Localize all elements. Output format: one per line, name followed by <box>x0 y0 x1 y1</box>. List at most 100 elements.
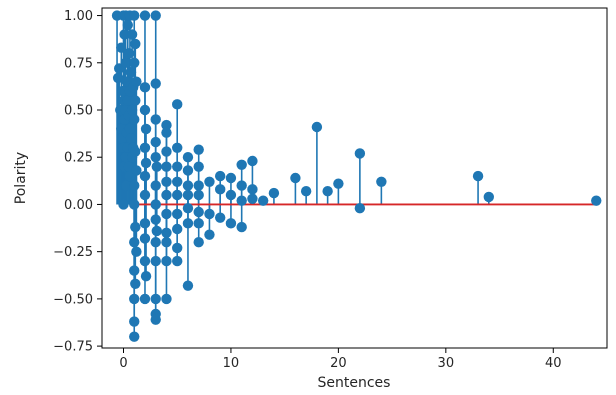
y-tick-label: 0.25 <box>64 151 93 166</box>
data-point <box>225 189 237 201</box>
data-point <box>182 165 194 176</box>
data-point <box>161 176 172 187</box>
data-point <box>161 119 172 131</box>
data-point <box>129 265 140 276</box>
data-point <box>129 57 140 68</box>
data-point <box>139 255 151 267</box>
data-point <box>247 155 258 167</box>
data-point <box>139 104 151 116</box>
x-tick-label: 30 <box>438 356 455 371</box>
data-point <box>139 10 151 21</box>
data-point <box>311 121 323 133</box>
data-point <box>257 195 269 206</box>
data-point <box>130 95 141 106</box>
data-point <box>193 237 204 248</box>
y-axis-label: Polarity <box>13 152 29 204</box>
data-point <box>236 180 247 191</box>
data-point <box>236 159 247 170</box>
data-point <box>126 29 138 40</box>
data-point <box>161 237 172 248</box>
data-point <box>204 176 215 187</box>
data-point <box>161 161 172 172</box>
y-tick-label: 1.00 <box>64 9 93 24</box>
data-point <box>129 237 140 248</box>
data-point <box>182 280 194 291</box>
data-point <box>193 144 204 155</box>
data-point <box>119 29 130 40</box>
data-point <box>150 255 161 267</box>
y-tick-label: −0.50 <box>53 292 93 307</box>
data-point <box>236 195 247 206</box>
data-point <box>182 203 194 214</box>
data-point <box>150 237 161 248</box>
data-point <box>150 114 161 125</box>
data-point <box>214 212 226 223</box>
data-point <box>333 178 344 189</box>
data-point <box>140 271 152 282</box>
x-axis-label: Sentences <box>318 375 391 391</box>
data-point <box>139 170 151 182</box>
data-point <box>139 189 151 201</box>
data-point <box>182 189 194 201</box>
data-point <box>172 242 183 254</box>
data-point <box>150 199 161 210</box>
data-point <box>140 123 152 135</box>
data-point <box>121 180 132 191</box>
data-point <box>193 218 204 229</box>
data-point <box>172 255 183 267</box>
data-point <box>130 278 141 289</box>
data-point <box>193 189 204 201</box>
data-point <box>172 142 183 153</box>
data-point <box>268 187 280 199</box>
data-markers <box>111 10 602 342</box>
data-point <box>172 99 183 110</box>
data-point <box>172 189 183 201</box>
data-point <box>150 180 161 191</box>
data-point <box>130 38 141 50</box>
data-point <box>124 123 136 135</box>
y-tick-label: 0.75 <box>64 56 93 71</box>
data-point <box>150 136 161 148</box>
data-point <box>139 218 151 229</box>
data-point <box>125 133 137 144</box>
data-point <box>129 316 140 327</box>
data-point <box>129 331 140 342</box>
data-point <box>150 10 161 21</box>
data-point <box>225 172 237 184</box>
data-point <box>130 221 141 233</box>
data-point <box>172 161 183 172</box>
data-point <box>131 246 142 257</box>
data-point <box>193 161 204 172</box>
data-point <box>120 57 131 68</box>
data-point <box>151 225 162 237</box>
data-point <box>139 293 151 305</box>
data-point <box>131 165 142 176</box>
data-point <box>472 170 484 182</box>
data-point <box>123 48 135 59</box>
data-point <box>193 180 204 191</box>
data-point <box>161 127 172 138</box>
plot-frame <box>101 7 608 349</box>
data-point <box>139 233 151 244</box>
data-point <box>140 157 152 169</box>
data-point <box>172 176 183 187</box>
data-point <box>129 293 140 305</box>
data-point <box>172 223 183 235</box>
data-point <box>150 214 161 225</box>
data-point <box>139 142 151 153</box>
data-point <box>112 72 124 84</box>
data-point <box>161 255 172 267</box>
y-ticks: −0.75 −0.50 −0.25 0.00 0.25 0.50 0.75 1.00 <box>53 9 102 355</box>
y-tick-label: −0.75 <box>53 340 93 355</box>
data-point <box>151 161 162 172</box>
data-point <box>290 172 301 184</box>
data-point <box>130 146 141 157</box>
data-point <box>204 208 215 220</box>
data-point <box>354 203 366 214</box>
data-point <box>247 184 258 195</box>
x-tick-label: 0 <box>119 356 127 371</box>
y-tick-label: −0.25 <box>53 245 93 260</box>
data-point <box>214 170 226 182</box>
data-point <box>182 180 194 191</box>
